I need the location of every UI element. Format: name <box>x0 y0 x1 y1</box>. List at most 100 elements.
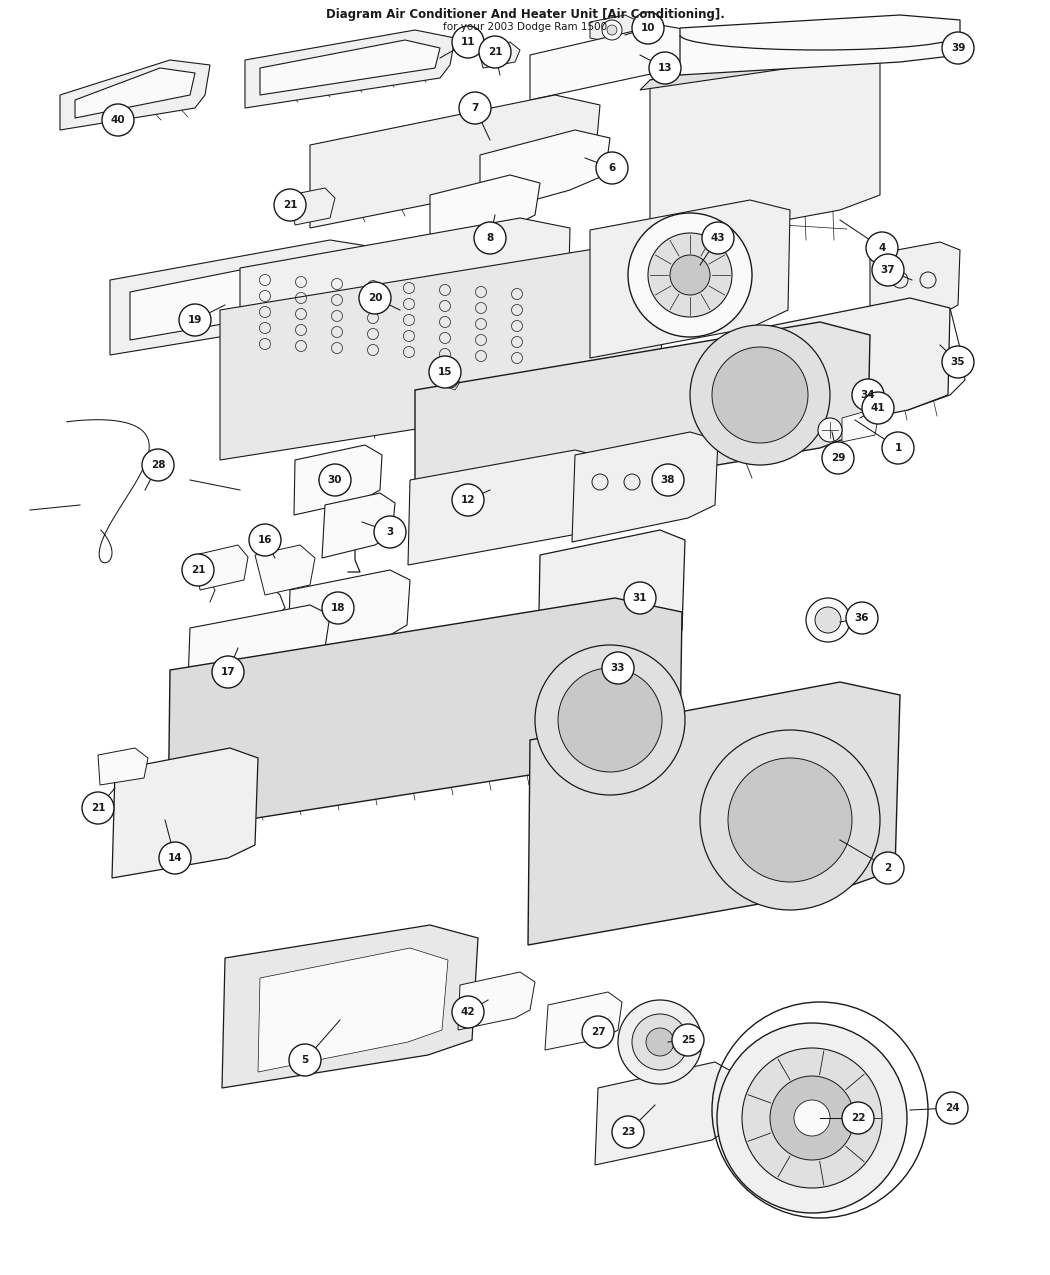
Circle shape <box>712 347 808 442</box>
Circle shape <box>452 996 484 1028</box>
Circle shape <box>289 1044 321 1076</box>
Text: 21: 21 <box>90 803 105 813</box>
Text: 11: 11 <box>461 37 476 47</box>
Polygon shape <box>572 432 718 542</box>
Circle shape <box>479 36 511 68</box>
Circle shape <box>806 598 850 643</box>
Polygon shape <box>640 45 880 91</box>
Circle shape <box>872 852 904 884</box>
Circle shape <box>872 254 904 286</box>
Circle shape <box>82 792 114 824</box>
Circle shape <box>182 555 214 586</box>
Circle shape <box>818 418 842 442</box>
Text: 43: 43 <box>711 233 726 244</box>
Polygon shape <box>545 992 622 1051</box>
Polygon shape <box>858 309 940 382</box>
Polygon shape <box>112 748 258 878</box>
Text: 40: 40 <box>110 115 125 125</box>
Text: 4: 4 <box>878 244 886 252</box>
Circle shape <box>274 189 306 221</box>
Circle shape <box>770 1076 854 1160</box>
Polygon shape <box>240 218 570 377</box>
Text: 30: 30 <box>328 476 342 484</box>
Polygon shape <box>458 972 536 1030</box>
Polygon shape <box>408 450 615 565</box>
Circle shape <box>632 1014 688 1070</box>
Polygon shape <box>570 618 675 700</box>
Text: 34: 34 <box>861 390 876 400</box>
Text: 35: 35 <box>950 357 965 367</box>
Circle shape <box>846 602 878 634</box>
Polygon shape <box>288 570 410 658</box>
Polygon shape <box>220 249 665 460</box>
Circle shape <box>866 232 898 264</box>
Circle shape <box>178 303 211 337</box>
Circle shape <box>459 92 491 124</box>
Circle shape <box>702 222 734 254</box>
Circle shape <box>159 842 191 873</box>
Text: 15: 15 <box>438 367 453 377</box>
Text: 6: 6 <box>608 163 615 173</box>
Circle shape <box>607 26 617 34</box>
Text: 28: 28 <box>151 460 165 470</box>
Text: 21: 21 <box>282 200 297 210</box>
Polygon shape <box>60 60 210 130</box>
Text: 17: 17 <box>220 667 235 677</box>
Polygon shape <box>680 15 960 75</box>
Polygon shape <box>130 255 362 340</box>
Polygon shape <box>480 130 610 215</box>
Circle shape <box>700 731 880 910</box>
Circle shape <box>322 592 354 623</box>
Polygon shape <box>528 682 900 945</box>
Circle shape <box>882 432 914 464</box>
Polygon shape <box>245 31 455 108</box>
Polygon shape <box>478 42 520 68</box>
Text: 16: 16 <box>257 536 272 544</box>
Text: 22: 22 <box>850 1113 865 1123</box>
Circle shape <box>612 1116 644 1148</box>
Circle shape <box>862 391 894 425</box>
Polygon shape <box>650 45 880 245</box>
Polygon shape <box>290 187 335 224</box>
Circle shape <box>249 524 281 556</box>
Polygon shape <box>75 68 195 119</box>
Text: 23: 23 <box>621 1127 635 1137</box>
Circle shape <box>628 213 752 337</box>
Circle shape <box>649 52 681 84</box>
Text: 10: 10 <box>640 23 655 33</box>
Text: 7: 7 <box>471 103 479 113</box>
Circle shape <box>728 759 852 882</box>
Circle shape <box>602 652 634 683</box>
Polygon shape <box>870 242 960 328</box>
Circle shape <box>536 645 685 796</box>
Circle shape <box>142 449 174 481</box>
Polygon shape <box>255 544 315 595</box>
Circle shape <box>852 379 884 411</box>
Text: 13: 13 <box>657 62 672 73</box>
Text: 39: 39 <box>951 43 965 54</box>
Polygon shape <box>188 606 330 682</box>
Circle shape <box>815 607 841 632</box>
Text: 31: 31 <box>633 593 647 603</box>
Circle shape <box>942 32 974 64</box>
Text: 25: 25 <box>680 1035 695 1046</box>
Circle shape <box>648 233 732 317</box>
Circle shape <box>646 1028 674 1056</box>
Circle shape <box>602 20 622 40</box>
Circle shape <box>474 222 506 254</box>
Circle shape <box>672 1024 704 1056</box>
Circle shape <box>319 464 351 496</box>
Text: 1: 1 <box>895 442 902 453</box>
Circle shape <box>670 255 710 295</box>
Circle shape <box>842 1102 874 1133</box>
Circle shape <box>582 1016 614 1048</box>
Circle shape <box>558 668 662 771</box>
Circle shape <box>822 442 854 474</box>
Circle shape <box>652 464 684 496</box>
Circle shape <box>374 516 406 548</box>
Circle shape <box>359 282 391 314</box>
Text: 19: 19 <box>188 315 203 325</box>
Text: 20: 20 <box>368 293 382 303</box>
Polygon shape <box>260 40 440 96</box>
Text: 36: 36 <box>855 613 869 623</box>
